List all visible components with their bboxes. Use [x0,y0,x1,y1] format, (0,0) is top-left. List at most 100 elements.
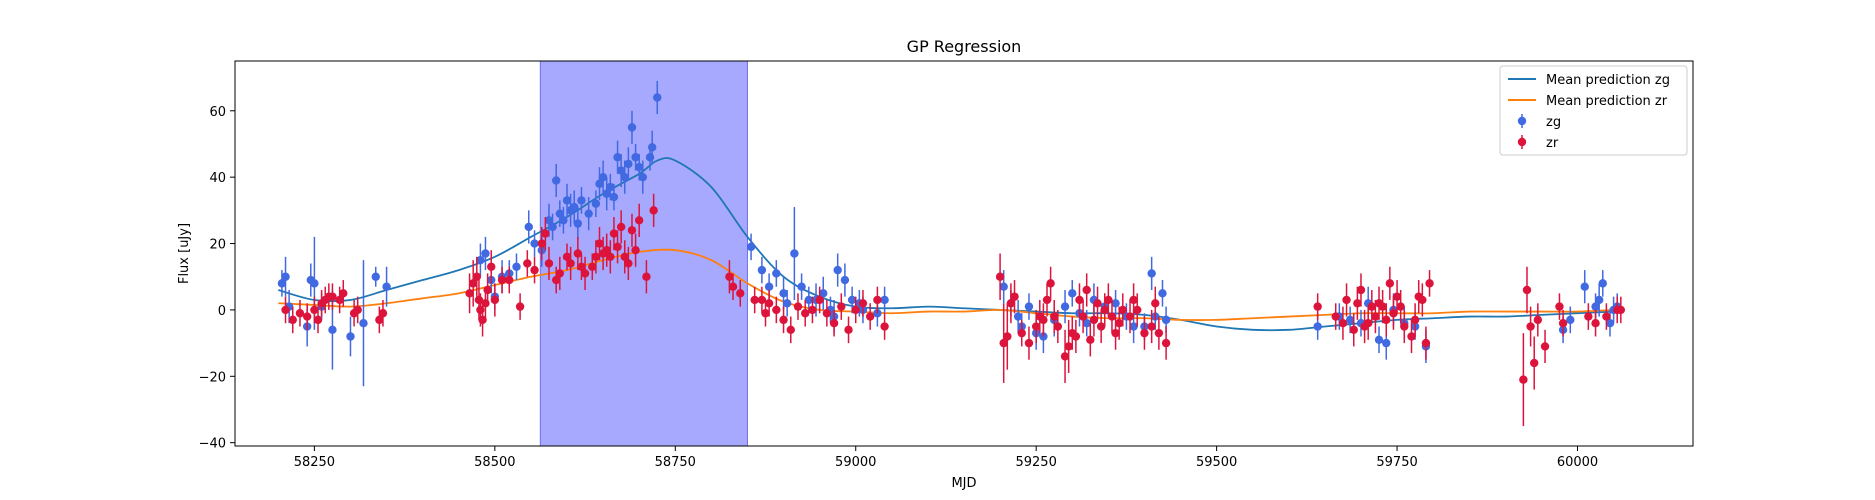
data-point [1031,322,1041,331]
data-point [790,249,799,258]
data-point [530,265,539,275]
data-point [786,325,795,335]
legend-item-zr: zr [1517,135,1559,151]
data-point [544,259,554,268]
data-point [328,292,337,301]
data-point [375,315,384,325]
data-point [822,309,832,318]
x-tick-label: 59250 [1015,455,1056,470]
data-point [1104,295,1113,305]
highlight-span-layer [539,60,748,447]
data-point [1100,305,1109,315]
data-point [840,275,850,285]
data-point [310,279,319,288]
data-point [1133,305,1142,315]
data-point [1042,295,1052,305]
data-point [277,279,287,288]
x-axis-label: MJD [951,476,976,491]
data-point [1093,299,1102,308]
data-point [609,229,619,238]
data-point [1064,342,1073,351]
data-point [1533,315,1543,325]
data-point [288,315,297,325]
data-point [1003,332,1012,341]
data-point [1580,282,1589,291]
data-point [847,295,857,305]
data-point [548,222,557,232]
legend-swatch-marker [1517,116,1527,126]
data-point [999,338,1008,348]
data-point [642,272,651,281]
data-point [1013,312,1023,321]
data-point [328,325,337,335]
data-point [647,143,657,152]
data-point [588,262,597,271]
data-point [728,282,738,291]
data-point [653,93,662,102]
data-point [645,153,655,162]
data-point [281,305,290,315]
data-point [1558,318,1568,328]
x-tick-label: 59500 [1196,455,1237,470]
data-point [624,259,633,268]
data-point [1075,295,1084,305]
data-point [1089,315,1099,325]
data-point [566,259,575,268]
y-tick-label: −20 [199,370,226,385]
data-point [541,229,550,238]
data-point [1425,279,1434,288]
data-point [1086,335,1095,344]
data-point [524,222,533,232]
data-point [844,325,853,335]
data-point [481,249,490,258]
data-point [1313,302,1322,311]
data-point [609,192,619,202]
data-point [562,196,572,205]
data-point [1566,315,1575,325]
chart-legend: Mean prediction zg Mean prediction zr zg zr [1499,65,1688,156]
y-axis-label: Flux [uJy] [177,223,192,284]
data-point [1418,295,1427,305]
data-point [779,315,788,325]
data-point [1158,289,1167,298]
data-point [487,262,496,271]
data-point [584,209,593,218]
data-point [339,289,348,298]
data-point [497,275,507,285]
data-point [476,255,485,265]
data-point [616,222,626,232]
data-point [602,245,611,255]
chart-title: GP Regression [907,37,1022,56]
y-tick-label: 60 [209,105,226,120]
legend-item-mean-prediction-zg: Mean prediction zg [1508,73,1670,88]
y-tick-label: 40 [209,171,226,186]
data-point [537,239,546,248]
data-point [1024,302,1034,311]
data-point [1349,325,1358,335]
data-point [1616,305,1626,315]
data-point [530,239,539,248]
data-point [302,312,312,321]
data-point [562,252,572,262]
data-point [793,302,803,311]
data-point [797,282,806,291]
data-point [1331,312,1340,321]
data-point [772,305,781,315]
legend-item-zg: zg [1517,114,1561,130]
data-point [1353,299,1362,308]
data-point [1338,318,1348,328]
data-point [359,318,368,328]
data-point [1151,299,1160,308]
data-point [1078,312,1088,321]
data-point [577,262,586,271]
legend-label: Mean prediction zr [1546,94,1668,109]
data-point [1363,318,1373,328]
data-point [313,315,323,325]
data-point [865,312,875,321]
data-point [627,226,637,235]
axis-ticks: 58250 58500 58750 59000 59250 59500 59750 60000… [199,105,1599,470]
data-point [1154,328,1164,338]
data-point [620,252,629,262]
data-point [1382,315,1391,325]
data-point [335,295,344,305]
